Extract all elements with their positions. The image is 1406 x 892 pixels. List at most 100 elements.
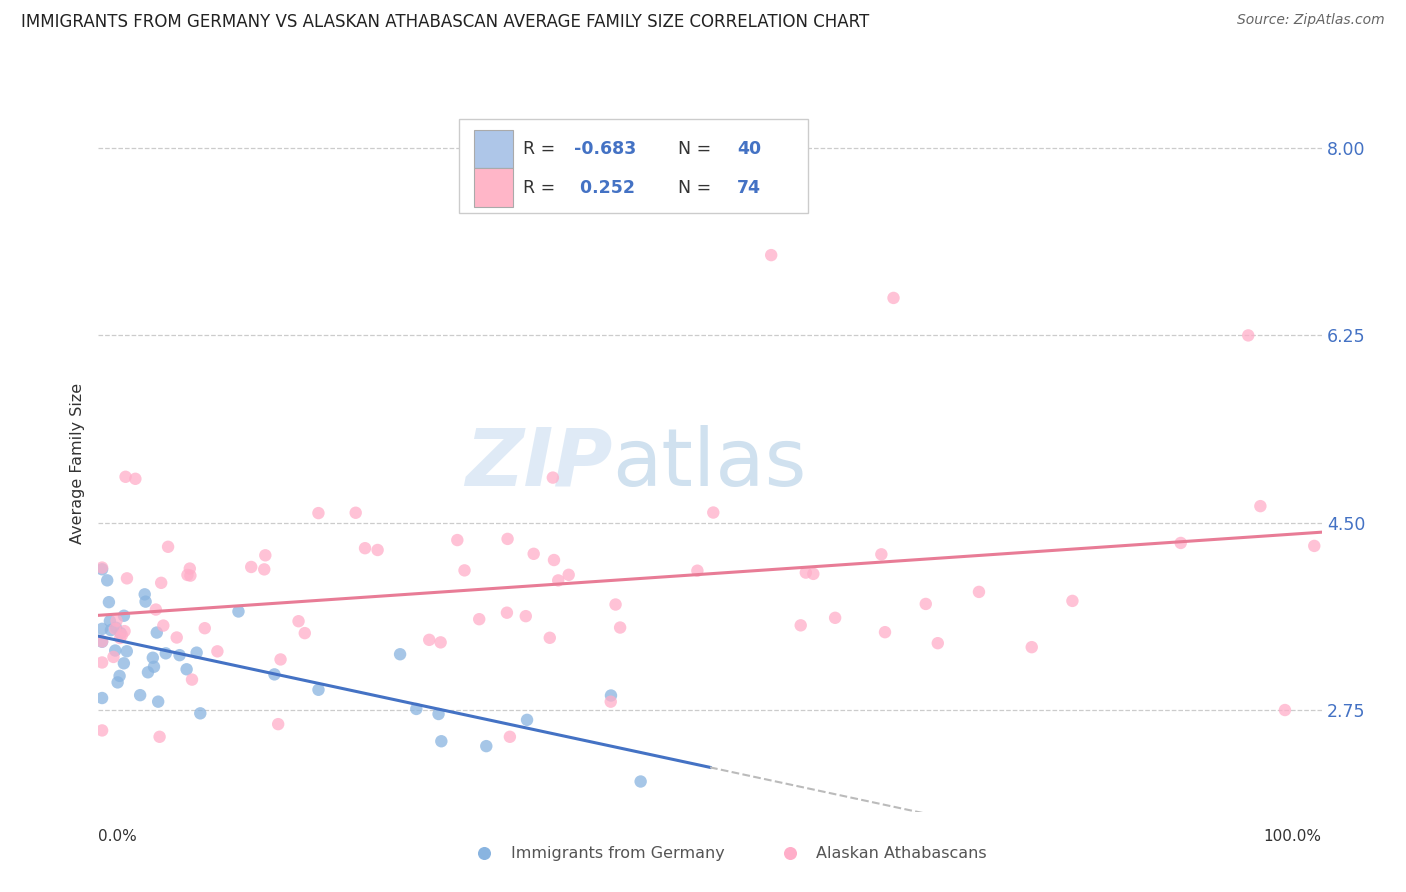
Point: [112, 657, 135, 671]
Point: [1062, 594, 1084, 608]
Point: [1274, 703, 1296, 717]
Point: [91, 560, 114, 574]
Point: [155, 646, 177, 660]
Point: [104, 622, 127, 636]
Point: [176, 662, 198, 676]
Point: [543, 553, 565, 567]
Point: [114, 470, 136, 484]
Point: [91, 634, 114, 648]
Point: [523, 547, 546, 561]
Point: [287, 614, 309, 628]
Point: [179, 561, 201, 575]
Point: [538, 631, 561, 645]
Point: [134, 587, 156, 601]
Point: [430, 734, 453, 748]
Point: [97, 595, 120, 609]
Point: [166, 631, 188, 645]
Point: [111, 628, 134, 642]
Text: 100.0%: 100.0%: [1264, 830, 1322, 844]
Point: [135, 594, 157, 608]
FancyBboxPatch shape: [474, 129, 513, 168]
Text: N =: N =: [668, 140, 717, 158]
Point: [115, 571, 138, 585]
Text: ZIP: ZIP: [465, 425, 612, 503]
Text: 0.252: 0.252: [574, 178, 636, 196]
Point: [152, 618, 174, 632]
FancyBboxPatch shape: [474, 169, 513, 207]
Point: [427, 706, 450, 721]
Point: [515, 609, 537, 624]
Point: [516, 713, 538, 727]
Text: R =: R =: [523, 140, 561, 158]
Point: [475, 739, 498, 753]
Point: [967, 585, 990, 599]
Point: [599, 695, 621, 709]
Y-axis label: Average Family Size: Average Family Size: [70, 384, 86, 544]
Text: 0.0%: 0.0%: [98, 830, 138, 844]
Point: [307, 506, 329, 520]
Point: [686, 564, 709, 578]
Point: [418, 632, 440, 647]
Text: IMMIGRANTS FROM GERMANY VS ALASKAN ATHABASCAN AVERAGE FAMILY SIZE CORRELATION CH: IMMIGRANTS FROM GERMANY VS ALASKAN ATHAB…: [21, 13, 869, 31]
Point: [254, 549, 277, 563]
Point: [883, 291, 905, 305]
Point: [110, 626, 132, 640]
Point: [136, 665, 159, 680]
Point: [824, 611, 846, 625]
Point: [446, 533, 468, 547]
Point: [761, 248, 783, 262]
Point: [405, 702, 427, 716]
Point: [150, 575, 173, 590]
Point: [107, 675, 129, 690]
Point: [105, 621, 128, 635]
Point: [108, 631, 131, 645]
Point: [124, 472, 146, 486]
Point: [801, 566, 824, 581]
Point: [253, 562, 276, 576]
Point: [1249, 499, 1271, 513]
Point: [873, 625, 896, 640]
Point: [91, 691, 114, 706]
Point: [270, 652, 292, 666]
Point: [557, 567, 579, 582]
Point: [149, 730, 172, 744]
Point: [91, 723, 114, 738]
FancyBboxPatch shape: [460, 120, 808, 213]
Point: [496, 532, 519, 546]
Point: [263, 667, 285, 681]
Text: 40: 40: [737, 140, 761, 158]
Point: [228, 605, 250, 619]
Point: [789, 618, 811, 632]
Point: [541, 470, 564, 484]
Point: [157, 540, 180, 554]
Text: Immigrants from Germany: Immigrants from Germany: [510, 846, 724, 861]
Point: [267, 717, 290, 731]
Point: [169, 648, 191, 662]
Point: [927, 636, 949, 650]
Point: [354, 541, 377, 556]
Point: [429, 635, 451, 649]
Point: [181, 673, 204, 687]
Point: [91, 634, 114, 648]
Text: Source: ZipAtlas.com: Source: ZipAtlas.com: [1237, 13, 1385, 28]
Point: [91, 656, 114, 670]
Point: [600, 689, 623, 703]
Point: [179, 568, 201, 582]
Point: [100, 623, 122, 637]
Point: [605, 598, 627, 612]
Point: [496, 606, 519, 620]
Point: [630, 774, 652, 789]
Point: [186, 646, 208, 660]
Point: [91, 562, 114, 576]
Point: [389, 647, 412, 661]
Point: [142, 650, 165, 665]
Point: [115, 644, 138, 658]
Point: [91, 622, 114, 636]
Point: [146, 695, 169, 709]
Point: [108, 669, 131, 683]
Text: atlas: atlas: [612, 425, 807, 503]
Point: [194, 621, 217, 635]
Text: R =: R =: [523, 178, 561, 196]
Text: -0.683: -0.683: [574, 140, 637, 158]
Point: [103, 649, 125, 664]
